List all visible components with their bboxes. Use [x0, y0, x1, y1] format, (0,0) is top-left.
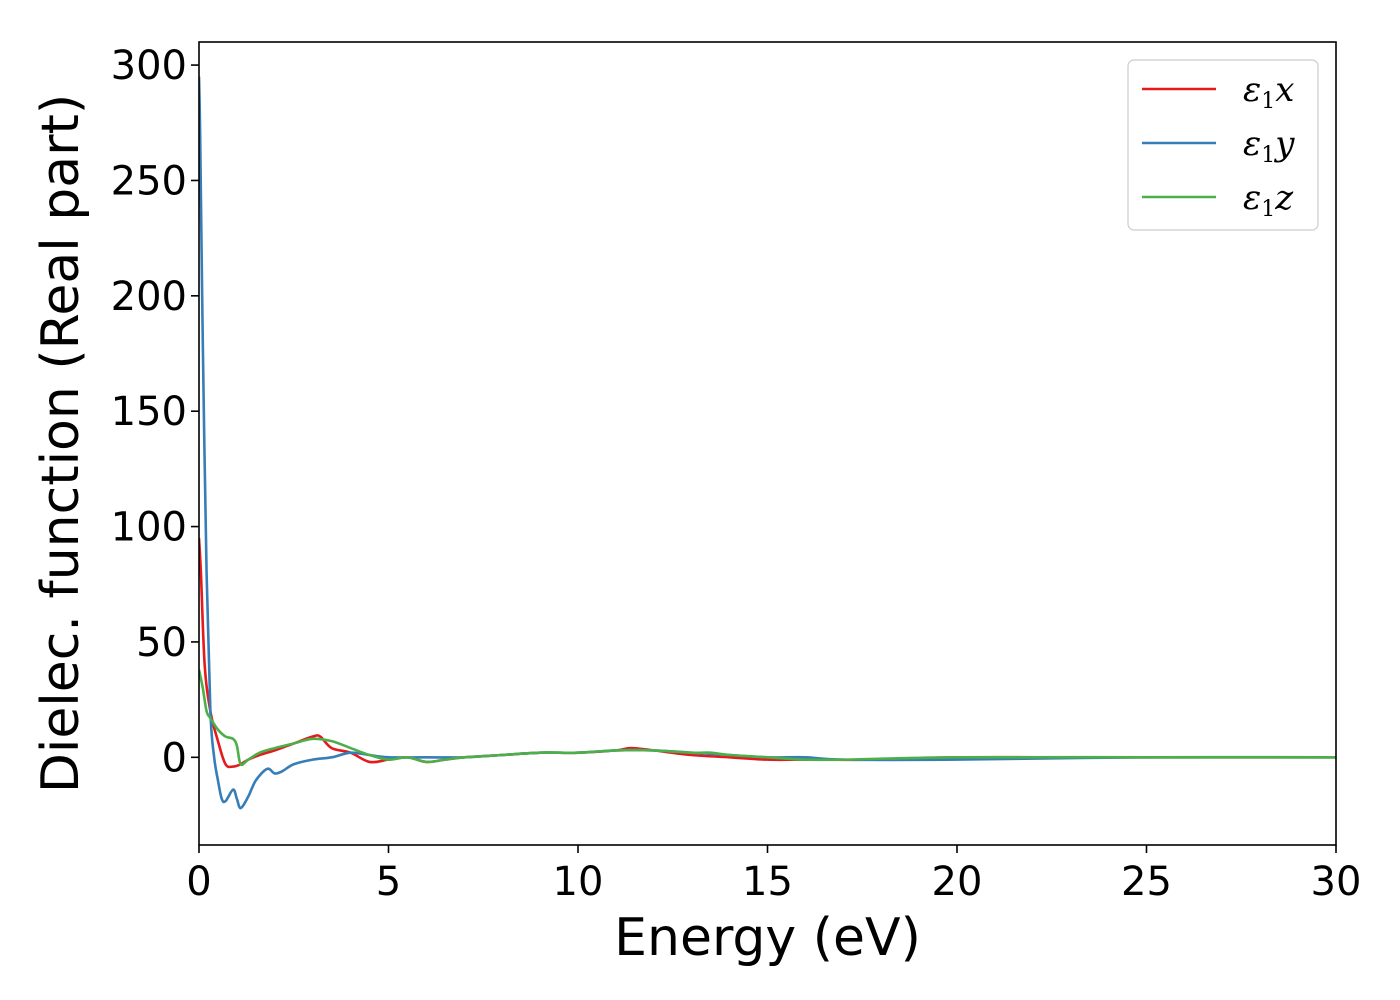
y-tick-label: 0: [162, 735, 187, 781]
y-tick-label: 250: [111, 158, 187, 204]
x-tick-label: 30: [1311, 859, 1362, 905]
legend-label-eps1x: ε1x: [1243, 70, 1294, 114]
y-tick-label: 50: [136, 620, 187, 666]
legend-label-eps1z: ε1z: [1243, 178, 1294, 222]
legend: ε1x ε1y ε1z: [1127, 59, 1319, 231]
x-axis-ticks: 0 5 10 15 20 25 30: [186, 845, 1361, 905]
series-layer: [199, 76, 1336, 810]
x-tick-label: 5: [376, 859, 401, 905]
y-axis-title: Dielec. function (Real part): [31, 94, 91, 793]
legend-label-eps1y: ε1y: [1243, 124, 1295, 168]
x-tick-label: 10: [553, 859, 604, 905]
legend-box: [1127, 59, 1319, 231]
y-tick-label: 100: [111, 505, 187, 551]
x-axis-title: Energy (eV): [614, 908, 921, 968]
y-axis-ticks: 0 50 100 150 200 250 300: [111, 43, 199, 781]
y-tick-label: 200: [111, 274, 187, 320]
x-tick-label: 0: [186, 859, 211, 905]
y-tick-label: 150: [111, 389, 187, 435]
series-line-eps1z: [199, 669, 1336, 767]
x-tick-label: 20: [932, 859, 983, 905]
series-line-eps1x: [199, 538, 1336, 769]
x-tick-label: 25: [1121, 859, 1172, 905]
x-tick-label: 15: [742, 859, 793, 905]
y-tick-label: 300: [111, 43, 187, 89]
